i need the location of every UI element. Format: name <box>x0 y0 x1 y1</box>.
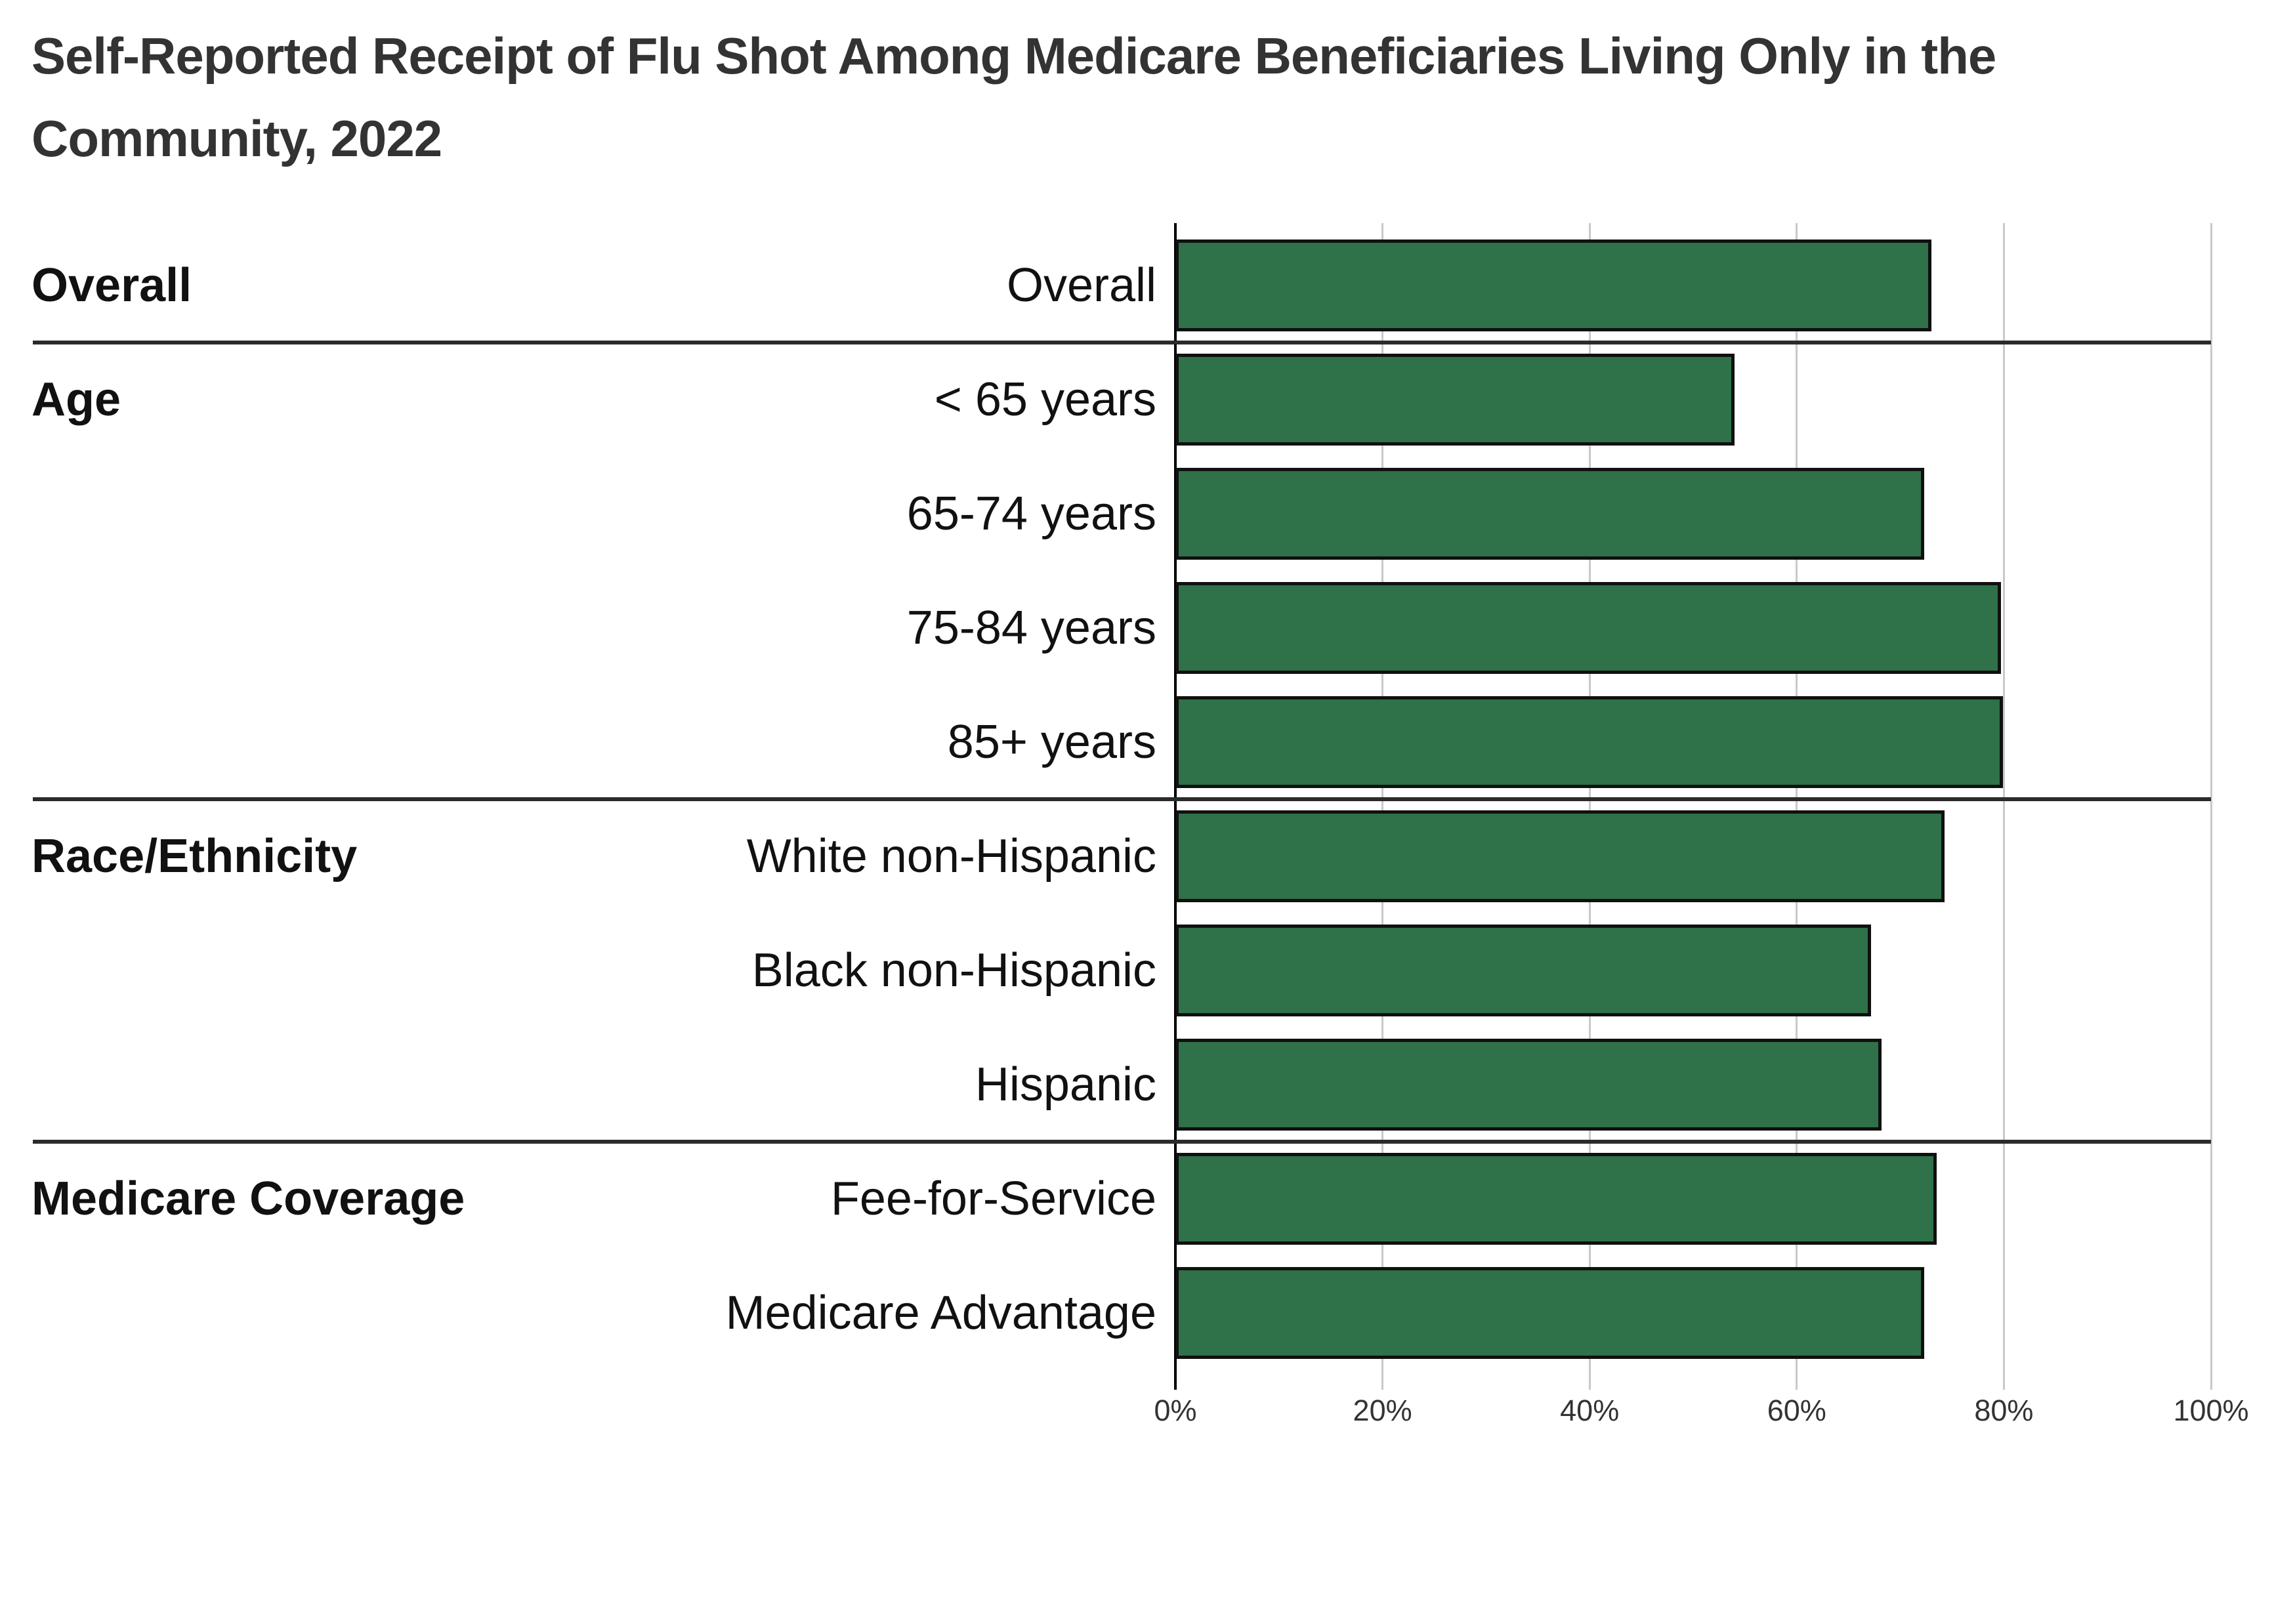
group-label: Race/Ethnicity <box>32 830 358 883</box>
bar <box>1175 925 1872 1016</box>
bar <box>1175 1267 1924 1359</box>
category-label: 75-84 years <box>906 602 1156 654</box>
category-label: White non-Hispanic <box>746 830 1156 883</box>
gridline-80 <box>2002 223 2005 1390</box>
category-label: Hispanic <box>975 1058 1156 1111</box>
gridline-20 <box>1381 223 1384 1390</box>
bar <box>1175 1039 1882 1131</box>
chart-title: Self-Reported Receipt of Flu Shot Among … <box>32 27 1996 167</box>
x-tick-label: 0% <box>1154 1394 1197 1427</box>
x-tick-label: 40% <box>1560 1394 1620 1427</box>
category-label: Fee-for-Service <box>830 1173 1156 1225</box>
gridline-40 <box>1588 223 1591 1390</box>
group-label: Age <box>32 373 121 426</box>
bar <box>1175 354 1735 446</box>
bar <box>1175 696 2003 788</box>
gridline-100 <box>2210 223 2212 1390</box>
x-tick-label: 20% <box>1353 1394 1412 1427</box>
group-separator <box>33 797 2211 801</box>
gridline-60 <box>1796 223 1798 1390</box>
bar <box>1175 582 2001 674</box>
bar <box>1175 468 1924 560</box>
bar <box>1175 1153 1937 1245</box>
category-label: < 65 years <box>934 373 1156 426</box>
y-axis-line <box>1174 223 1177 1390</box>
x-tick-label: 80% <box>1974 1394 2034 1427</box>
bar <box>1175 810 1945 902</box>
group-separator <box>33 341 2211 344</box>
category-label: Medicare Advantage <box>725 1287 1156 1339</box>
category-label: Black non-Hispanic <box>751 944 1156 997</box>
x-tick-label: 60% <box>1767 1394 1826 1427</box>
category-label: 85+ years <box>947 716 1156 768</box>
group-label: Medicare Coverage <box>32 1173 465 1225</box>
category-label: 65-74 years <box>906 488 1156 540</box>
group-separator <box>33 1140 2211 1144</box>
category-label: Overall <box>1006 259 1156 312</box>
bar <box>1175 239 1931 331</box>
x-tick-label: 100% <box>2173 1394 2249 1427</box>
group-label: Overall <box>32 259 192 312</box>
